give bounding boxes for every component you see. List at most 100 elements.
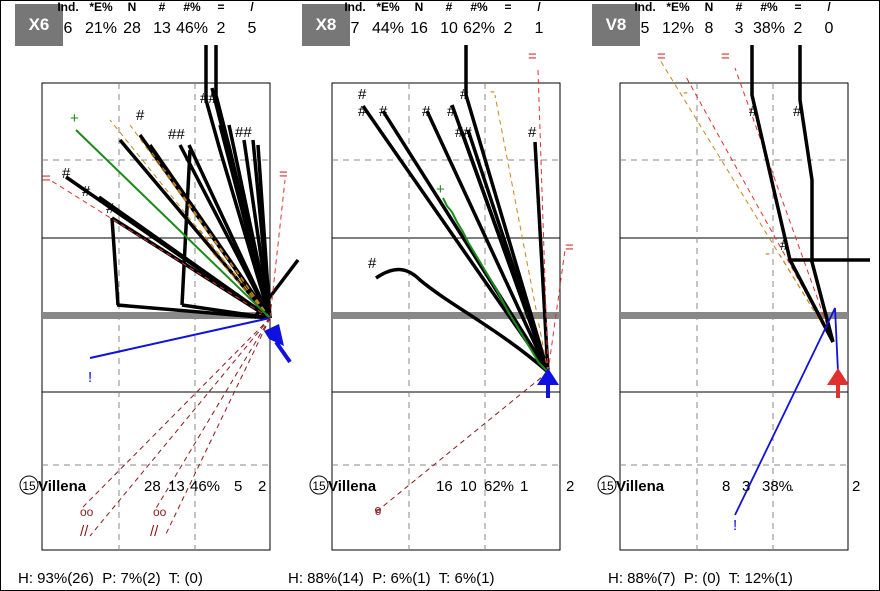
trajectory-line (110, 217, 120, 306)
mark-label: - (765, 245, 770, 262)
trajectory-line (256, 144, 272, 319)
stat-header: *E% (666, 0, 690, 14)
mark-label: + (70, 110, 79, 127)
player-stat: . (790, 478, 794, 495)
mark-label: - (490, 83, 495, 100)
red-arrow-icon (827, 368, 849, 385)
trajectory-line (164, 169, 271, 319)
trajectory-line (442, 197, 549, 373)
stat-header: = (794, 0, 802, 14)
stat-header: / (537, 0, 541, 14)
net-band (42, 312, 270, 319)
jersey-number: 15 (600, 479, 614, 493)
stat-header: = (217, 0, 225, 14)
trajectory-line (65, 175, 271, 320)
player-stat: 13 (168, 478, 185, 495)
stat-header: = (504, 0, 512, 14)
stat-value: 46% (175, 20, 209, 37)
mark-label: # (358, 86, 367, 103)
trajectory-line (148, 144, 272, 319)
trajectory-line (494, 94, 549, 373)
mark-label: ## (200, 90, 217, 107)
stat-header: # (735, 0, 743, 14)
mark-label: # (749, 103, 758, 120)
net-band (332, 312, 560, 319)
stat-value: 6 (63, 20, 73, 37)
footer-point: P: 7%(2) (102, 570, 161, 587)
mark-label: = (565, 239, 574, 256)
stat-value: 12% (661, 20, 695, 37)
trajectory-line (79, 317, 271, 511)
trajectory-line (779, 254, 834, 343)
stat-value: 16 (410, 20, 428, 37)
stat-header: # (158, 0, 166, 14)
stat-value: 3 (734, 20, 744, 37)
stat-value: 2 (216, 20, 226, 37)
stat-value: 44% (371, 20, 405, 37)
player-stat: 10 (460, 478, 477, 495)
mark-label: = (528, 48, 537, 65)
footer-x8: H: 88%(14) P: 6%(1) T: 6%(1) (288, 570, 495, 587)
trajectory-line (750, 45, 835, 343)
net-band (620, 312, 848, 319)
player-stat: 62% (484, 478, 514, 495)
stat-value: 62% (462, 20, 496, 37)
trajectory-line (464, 45, 550, 373)
trajectory-line (89, 317, 271, 537)
mark-label: = (279, 166, 288, 183)
stat-value: 5 (247, 20, 257, 37)
jersey-number-icon (19, 475, 39, 495)
mark-label: # (528, 124, 537, 141)
player-stat: 28 (144, 478, 161, 495)
mark-label: # (106, 200, 115, 217)
footer-point: P: (0) (683, 570, 721, 587)
player-stat: 38% (762, 478, 792, 495)
mark-label: ## (235, 124, 252, 141)
trajectory-line (269, 179, 286, 319)
stat-header: / (827, 0, 831, 14)
trajectory-line (89, 317, 271, 359)
mark-label: # (780, 237, 789, 254)
trajectory-line (75, 129, 271, 319)
mark-label: o (375, 506, 381, 518)
mark-label: # (368, 255, 377, 272)
stat-header: #% (470, 0, 488, 14)
jersey-number: 15 (312, 479, 326, 493)
trajectory-line (425, 110, 550, 373)
mark-label: # (460, 86, 469, 103)
player-stat: 5 (234, 478, 242, 495)
footer-tip: T: 12%(1) (728, 570, 793, 587)
mark-label: # (82, 183, 91, 200)
stat-header: *E% (89, 0, 113, 14)
trajectory-line (118, 138, 272, 320)
mark-label: # (136, 107, 145, 124)
trajectory-line (199, 229, 271, 319)
stat-header: #% (760, 0, 778, 14)
trajectory-line (109, 119, 271, 319)
trajectory-line (187, 144, 272, 319)
trajectory-line (164, 317, 271, 537)
mark-label: ## (455, 124, 472, 141)
trajectory-line (734, 307, 839, 516)
footer-hit: H: 88%(7) (608, 570, 676, 587)
player-stat: 16 (436, 478, 453, 495)
trajectory-line (204, 45, 272, 319)
mark-label: = (721, 48, 730, 65)
player-name: Villena (616, 478, 665, 495)
trajectory-line (180, 149, 192, 306)
mark-label: # (358, 103, 367, 120)
trajectory-line (375, 267, 550, 374)
trajectory-line (684, 74, 834, 343)
footer-x6: H: 93%(26) P: 7%(2) T: (0) (18, 570, 203, 587)
trajectory-line (214, 45, 272, 319)
mark-label: // (80, 523, 89, 540)
mark-label: // (150, 523, 159, 540)
player-stat: 8 (722, 478, 730, 495)
mark-label: = (42, 170, 51, 187)
trajectory-line (209, 249, 271, 319)
stat-value: 21% (84, 20, 118, 37)
stat-header: N (414, 0, 424, 14)
trajectory-line (798, 45, 835, 343)
rotation-badge: X6 (15, 4, 63, 46)
